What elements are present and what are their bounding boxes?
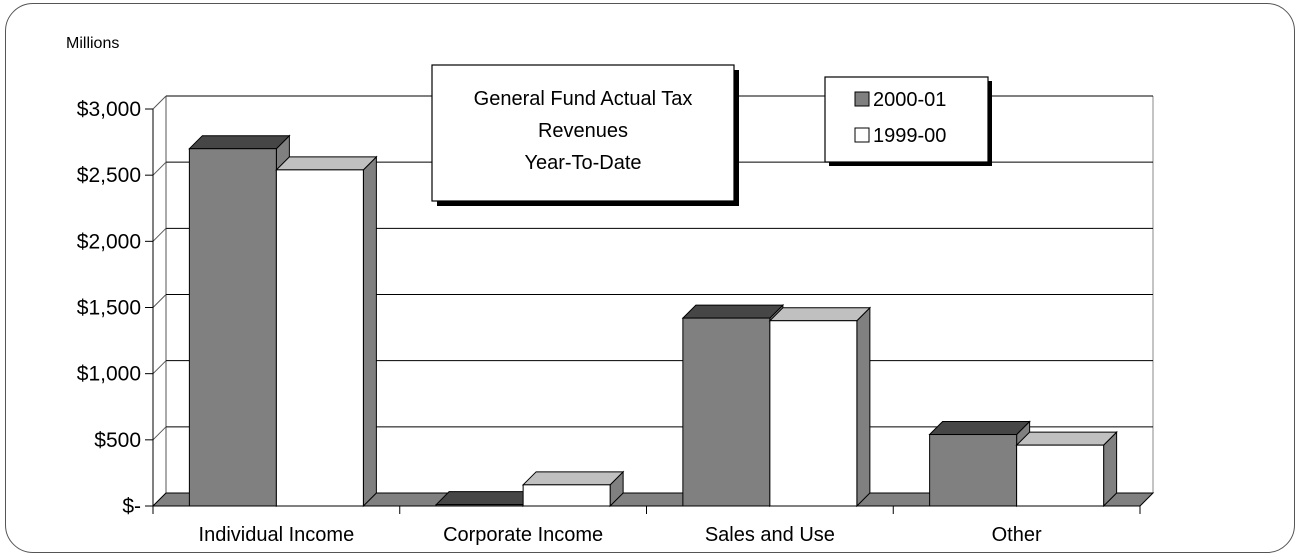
labels: $- $500 $1,000 $1,500 $2,000 $2,500 $3,000 Indi…: [77, 98, 1042, 546]
bar-top: [275, 156, 378, 171]
bar-1999-00-corporate-income: [521, 470, 625, 508]
x-category-label-3: Other: [992, 524, 1042, 546]
bar-1999-00-other: [1015, 430, 1118, 508]
bar-2000-01-other: [928, 420, 1031, 508]
grid-diagonal-2: [152, 360, 167, 375]
legend-label-2000-01: 2000-01: [873, 89, 946, 111]
grid-diagonal-4: [152, 227, 167, 242]
bar-front: [1016, 444, 1105, 507]
bar-front: [435, 504, 524, 507]
title-box: General Fund Actual Tax Revenues Year-To…: [431, 64, 739, 206]
x-category-label-1: Corporate Income: [443, 524, 603, 546]
y-tick-label-6: $3,000: [77, 98, 141, 121]
bar-top: [188, 135, 291, 150]
bar-front: [682, 317, 771, 507]
bar-top: [434, 491, 538, 506]
chart-title-line-3: Year-To-Date: [524, 152, 641, 174]
y-tick-label-1: $500: [94, 429, 141, 452]
bar-front: [522, 484, 611, 507]
grid-diagonal-5: [152, 161, 167, 176]
bar-top: [681, 304, 785, 319]
bar-top: [521, 471, 625, 486]
grid-diagonal-1: [152, 426, 167, 441]
bar-2000-01-sales-and-use: [681, 303, 785, 508]
y-tick-label-4: $2,000: [77, 230, 141, 253]
bar-top: [768, 307, 872, 322]
bar-side: [362, 155, 377, 508]
y-tick-label-3: $1,500: [77, 297, 141, 320]
bar-front: [188, 148, 277, 507]
legend-label-1999-00: 1999-00: [873, 125, 946, 147]
bar-side: [856, 306, 871, 508]
chart-title-line-2: Revenues: [538, 120, 628, 142]
x-category-label-0: Individual Income: [199, 524, 355, 546]
bar-front: [275, 169, 364, 507]
legend-swatch-1999-00: [854, 127, 870, 143]
bar-front: [929, 434, 1018, 507]
y-tick-label-2: $1,000: [77, 363, 141, 386]
legend: 2000-01 1999-00: [824, 76, 992, 166]
bar-front: [769, 320, 858, 507]
bar-2000-01-corporate-income: [434, 490, 538, 508]
chart-title-line-1: General Fund Actual Tax: [474, 88, 693, 110]
bar-top: [928, 421, 1031, 436]
bar-2000-01-individual-income: [188, 134, 291, 508]
legend-swatch-2000-01: [854, 91, 870, 107]
bar-1999-00-individual-income: [275, 155, 378, 508]
unit-label: Millions: [66, 35, 119, 52]
bar-1999-00-sales-and-use: [768, 306, 872, 508]
bar-top: [1015, 431, 1118, 446]
grid-diagonal-6: [152, 95, 167, 110]
x-category-label-2: Sales and Use: [705, 524, 835, 546]
bars: [188, 134, 1118, 508]
grid-diagonal-3: [152, 294, 167, 308]
y-tick-label-0: $-: [122, 495, 141, 518]
y-tick-label-5: $2,500: [77, 164, 141, 187]
